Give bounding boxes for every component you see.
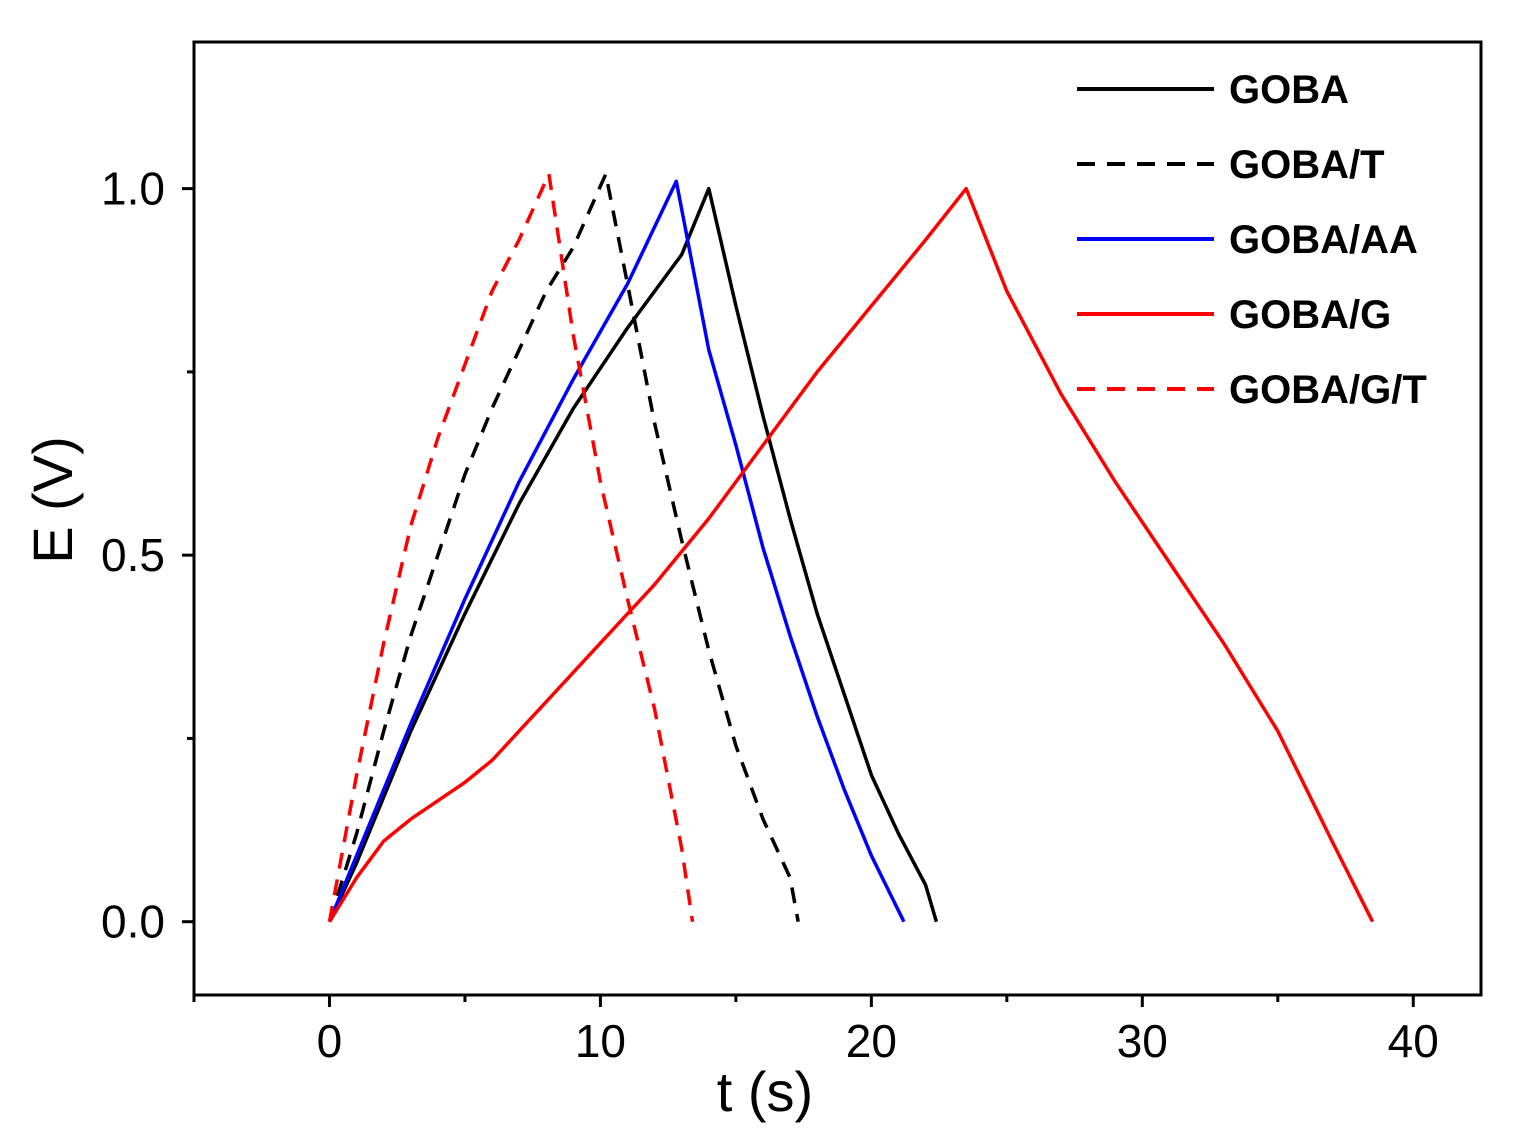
series-layer xyxy=(327,172,1375,923)
x-tick-label: 10 xyxy=(575,1015,626,1067)
legend-label: GOBA/G/T xyxy=(1229,368,1427,412)
series-line-goba xyxy=(327,186,939,923)
plot-frame xyxy=(192,40,1483,997)
series-line-goba-g xyxy=(328,186,1375,923)
x-tick-label: 20 xyxy=(846,1015,897,1067)
x-tick-label: 30 xyxy=(1117,1015,1168,1067)
axis-layer: 0 10 20 30 40 0.0 0.5 1.0 xyxy=(101,163,1439,1067)
y-tick-label: 0.5 xyxy=(101,529,165,581)
legend-label: GOBA/G xyxy=(1229,293,1391,337)
y-axis-title: E (V) xyxy=(21,436,84,564)
series-line-goba-g-t xyxy=(327,172,695,923)
series-line-goba-t xyxy=(327,172,800,923)
legend-label: GOBA/T xyxy=(1229,143,1385,187)
x-tick-label: 0 xyxy=(317,1015,343,1067)
series-line-goba-aa xyxy=(327,179,906,923)
x-tick-label: 40 xyxy=(1388,1015,1439,1067)
legend-label: GOBA/AA xyxy=(1229,218,1418,262)
x-axis-title: t (s) xyxy=(717,1060,813,1123)
y-tick-label: 1.0 xyxy=(101,163,165,215)
legend: GOBA GOBA/T GOBA/AA GOBA/G GOBA/G/T xyxy=(1077,68,1427,412)
y-tick-label: 0.0 xyxy=(101,896,165,948)
legend-label: GOBA xyxy=(1229,68,1349,112)
